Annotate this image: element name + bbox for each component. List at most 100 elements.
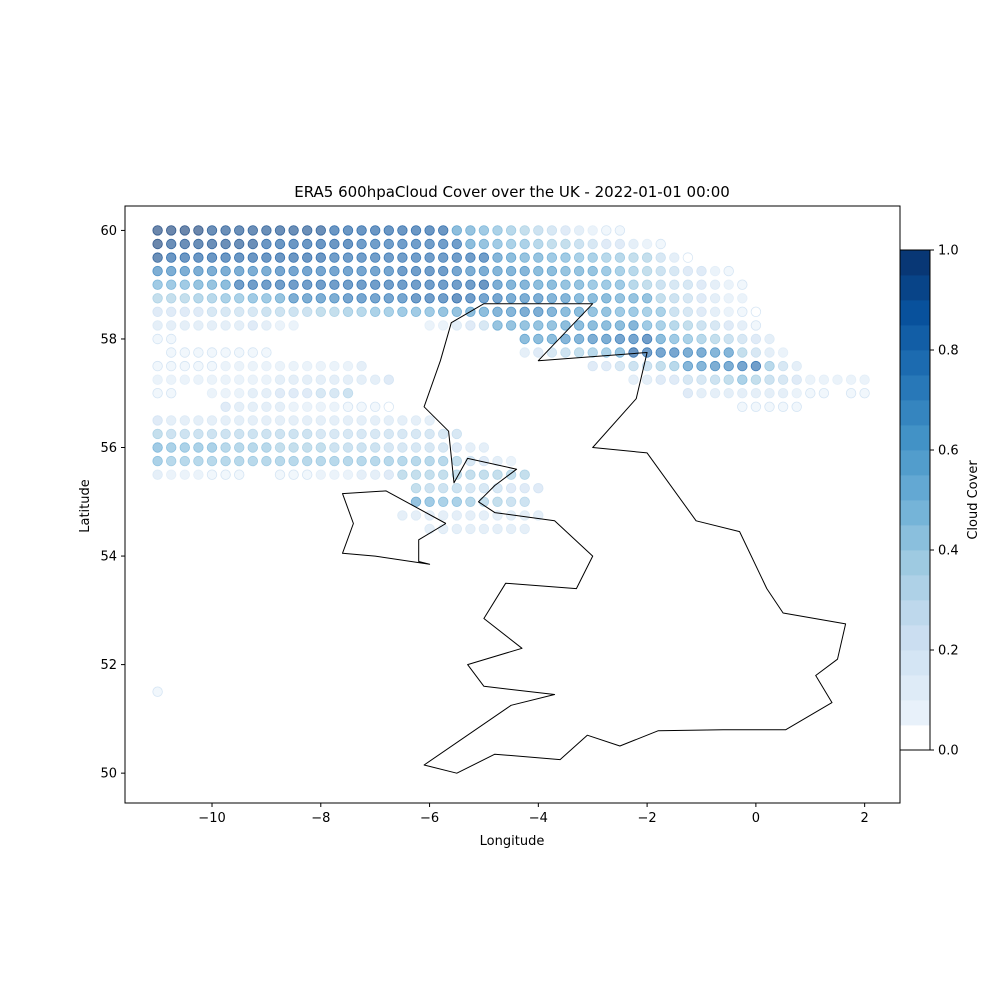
cloud-point: [493, 483, 503, 493]
cloud-point: [738, 307, 748, 317]
cloud-point: [384, 402, 394, 412]
cloud-point: [438, 321, 448, 331]
cloud-point: [384, 266, 394, 276]
cloud-point: [738, 375, 748, 385]
cloud-point: [343, 266, 353, 276]
cloud-point: [384, 239, 394, 249]
cloud-point: [289, 294, 299, 304]
cloud-point: [697, 294, 707, 304]
cloud-point: [425, 239, 435, 249]
cloud-point: [493, 226, 503, 236]
cloud-point: [534, 483, 544, 493]
cloud-point: [221, 361, 231, 371]
cloud-point: [262, 307, 272, 317]
x-axis-label: Longitude: [480, 834, 545, 849]
colorbar-level: [900, 375, 930, 400]
cloud-point: [180, 375, 190, 385]
colorbar-tick-label: 0.8: [938, 344, 959, 359]
cloud-point: [194, 266, 204, 276]
cloud-point: [697, 321, 707, 331]
cloud-point: [534, 348, 544, 358]
cloud-point: [207, 443, 217, 453]
cloud-point: [234, 280, 244, 290]
cloud-point: [697, 361, 707, 371]
cloud-point: [452, 497, 462, 507]
cloud-point: [670, 375, 680, 385]
cloud-point: [180, 348, 190, 358]
cloud-point: [547, 321, 557, 331]
cloud-point: [588, 239, 598, 249]
cloud-point: [683, 361, 693, 371]
cloud-point: [411, 294, 421, 304]
cloud-point: [615, 294, 625, 304]
cloud-point: [275, 280, 285, 290]
cloud-point: [180, 294, 190, 304]
cloud-point: [302, 266, 312, 276]
cloud-point: [207, 470, 217, 480]
cloud-point: [724, 280, 734, 290]
cloud-point: [275, 239, 285, 249]
cloud-point: [289, 280, 299, 290]
cloud-point: [207, 429, 217, 439]
cloud-point: [357, 456, 367, 466]
cloud-point: [384, 253, 394, 263]
cloud-point: [534, 226, 544, 236]
cloud-point: [234, 226, 244, 236]
cloud-point: [466, 239, 476, 249]
cloud-point: [180, 443, 190, 453]
cloud-point: [411, 307, 421, 317]
cloud-point: [302, 375, 312, 385]
cloud-point: [316, 388, 326, 398]
cloud-point: [466, 511, 476, 521]
cloud-point: [275, 253, 285, 263]
cloud-point: [289, 388, 299, 398]
cloud-point: [697, 388, 707, 398]
cloud-point: [180, 280, 190, 290]
cloud-point: [262, 429, 272, 439]
cloud-point: [520, 524, 530, 534]
cloud-point: [724, 266, 734, 276]
cloud-point: [330, 307, 340, 317]
cloud-point: [425, 456, 435, 466]
cloud-point: [370, 416, 380, 426]
cloud-point: [479, 226, 489, 236]
colorbar-level: [900, 275, 930, 300]
cloud-point: [262, 321, 272, 331]
cloud-point: [561, 294, 571, 304]
cloud-point: [194, 280, 204, 290]
cloud-point: [357, 294, 367, 304]
x-tick-label: −6: [420, 811, 439, 826]
cloud-point: [520, 334, 530, 344]
cloud-point: [221, 253, 231, 263]
cloud-point: [153, 456, 163, 466]
cloud-point: [425, 266, 435, 276]
cloud-point: [710, 294, 720, 304]
cloud-point: [207, 226, 217, 236]
cloud-point: [221, 470, 231, 480]
cloud-point: [398, 416, 408, 426]
cloud-point: [425, 226, 435, 236]
cloud-point: [207, 416, 217, 426]
cloud-point: [656, 266, 666, 276]
colorbar-level: [900, 625, 930, 650]
cloud-point: [479, 253, 489, 263]
cloud-point: [153, 334, 163, 344]
cloud-point: [234, 266, 244, 276]
cloud-point: [506, 294, 516, 304]
cloud-point: [234, 443, 244, 453]
cloud-point: [166, 456, 176, 466]
colorbar-level: [900, 525, 930, 550]
cloud-point: [778, 375, 788, 385]
cloud-point: [561, 266, 571, 276]
y-tick-label: 58: [100, 332, 117, 347]
cloud-point: [302, 307, 312, 317]
cloud-point: [221, 348, 231, 358]
cloud-point: [520, 307, 530, 317]
cloud-point: [466, 443, 476, 453]
colorbar: 0.0 0.2 0.4 0.6 0.8 1.0 Cloud Cover: [900, 244, 981, 759]
cloud-point: [520, 470, 530, 480]
cloud-point: [357, 239, 367, 249]
cloud-point: [330, 456, 340, 466]
cloud-point: [398, 511, 408, 521]
cloud-point: [479, 266, 489, 276]
